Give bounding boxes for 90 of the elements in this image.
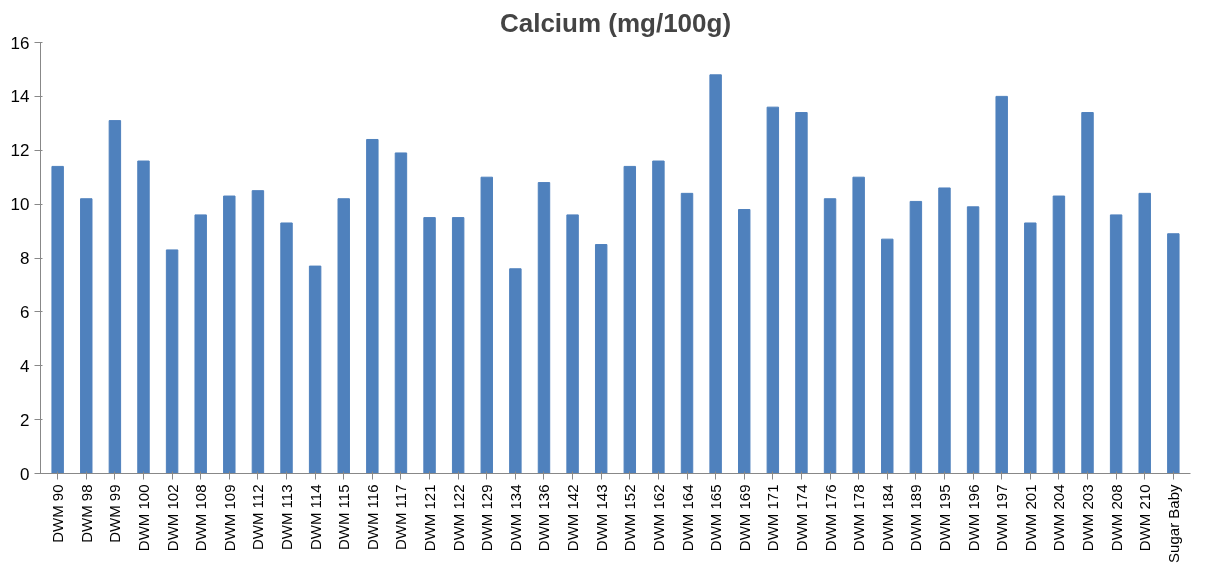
- bar: [795, 112, 808, 474]
- x-tick-label: DWM 195: [935, 484, 953, 552]
- x-tick-label: DWM 117: [392, 484, 410, 551]
- bar: [995, 95, 1008, 474]
- bar: [451, 217, 465, 474]
- x-tick-label: DWM 184: [878, 484, 896, 552]
- y-tick-label: 6: [20, 302, 30, 322]
- y-tick-label: 4: [20, 356, 30, 376]
- bar: [537, 182, 551, 474]
- x-tick-label: DWM 142: [564, 484, 582, 552]
- bar: [394, 152, 408, 474]
- bar: [280, 222, 293, 474]
- bar: [137, 160, 150, 474]
- x-tick-label: DWM 208: [1107, 484, 1125, 552]
- x-tick-label: DWM 210: [1136, 484, 1154, 552]
- bar: [909, 200, 923, 474]
- bar: [938, 187, 951, 474]
- bar: [1109, 214, 1123, 474]
- y-tick-label: 16: [10, 33, 30, 53]
- x-tick-label: DWM 178: [850, 484, 868, 552]
- x-tick-label: DWM 99: [106, 484, 124, 543]
- bar: [223, 195, 236, 474]
- x-tick-label: DWM 174: [792, 484, 810, 552]
- bar: [709, 74, 722, 474]
- chart-title: Calcium (mg/100g): [499, 7, 732, 38]
- x-tick-label: DWM 115: [335, 484, 353, 551]
- bar: [966, 206, 980, 474]
- bar: [1052, 195, 1066, 474]
- x-tick-label: DWM 162: [649, 484, 667, 552]
- bar: [423, 217, 436, 474]
- x-tick-label: DWM 197: [993, 484, 1011, 552]
- x-tick-label: DWM 201: [1021, 484, 1039, 552]
- x-tick-label: DWM 204: [1050, 484, 1068, 552]
- bar: [509, 268, 522, 474]
- bar: [366, 138, 379, 474]
- bar: [165, 249, 179, 474]
- x-tick-label: DWM 121: [421, 484, 439, 552]
- bar: [51, 165, 64, 474]
- bar: [623, 165, 637, 474]
- bar: [852, 176, 865, 474]
- bar: [194, 214, 207, 474]
- x-tick-label: DWM 98: [77, 484, 95, 543]
- x-tick-label: DWM 100: [134, 484, 152, 552]
- x-tick-label: DWM 134: [506, 484, 524, 552]
- bar: [80, 198, 93, 474]
- x-tick-label: DWM 203: [1079, 484, 1097, 552]
- y-tick-label: 0: [20, 464, 30, 484]
- y-tick-label: 8: [20, 249, 30, 268]
- x-tick-label: DWM 196: [964, 484, 982, 552]
- bar: [337, 198, 350, 474]
- bar: [251, 190, 265, 474]
- x-tick-label: DWM 122: [449, 484, 467, 552]
- x-tick-label: DWM 171: [764, 484, 782, 552]
- x-tick-label: DWM 165: [707, 484, 725, 552]
- y-tick-label: 12: [10, 141, 30, 161]
- x-tick-label: DWM 169: [735, 484, 753, 552]
- y-tick-label: 2: [20, 410, 30, 430]
- bar: [652, 160, 665, 474]
- x-tick-label: DWM 164: [678, 484, 696, 552]
- x-tick-label: Sugar Baby: [1164, 484, 1182, 563]
- x-tick-label: DWM 116: [363, 484, 381, 551]
- bar: [480, 176, 493, 474]
- bar: [766, 106, 780, 474]
- bar: [1138, 192, 1151, 474]
- x-tick-label: DWM 143: [592, 484, 610, 552]
- x-tick-label: DWM 114: [306, 484, 324, 551]
- x-tick-label: DWM 109: [220, 484, 238, 552]
- bar: [680, 192, 694, 474]
- x-tick-label: DWM 189: [907, 484, 925, 552]
- bar: [308, 265, 322, 474]
- bar: [823, 198, 837, 474]
- x-tick-label: DWM 102: [163, 484, 181, 552]
- bar: [738, 209, 751, 474]
- y-tick-label: 14: [10, 87, 30, 107]
- x-tick-label: DWM 129: [478, 484, 496, 552]
- bar: [1167, 233, 1180, 474]
- x-tick-label: DWM 176: [821, 484, 839, 552]
- x-tick-label: DWM 108: [192, 484, 210, 552]
- x-tick-label: DWM 112: [249, 484, 267, 551]
- x-tick-label: DWM 136: [535, 484, 553, 552]
- x-tick-label: DWM 113: [278, 484, 296, 551]
- bar: [1081, 112, 1094, 474]
- bar: [594, 244, 608, 474]
- bar: [566, 214, 579, 474]
- x-tick-label: DWM 152: [621, 484, 639, 552]
- x-tick-label: DWM 90: [49, 484, 67, 543]
- bar: [1024, 222, 1037, 474]
- bar: [108, 120, 122, 474]
- bar: [881, 238, 894, 474]
- y-tick-label: 10: [10, 195, 30, 215]
